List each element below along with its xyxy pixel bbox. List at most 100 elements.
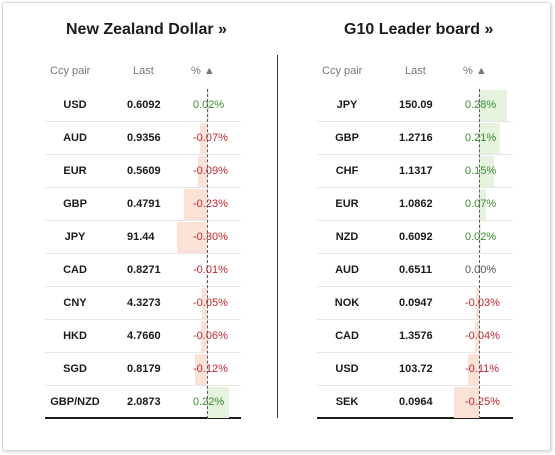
ccy-pair: CHF	[335, 165, 359, 177]
ccy-pair: CNY	[63, 297, 87, 309]
panel-divider	[277, 55, 278, 418]
table-row[interactable]: JPY 150.09 0.28%	[317, 89, 513, 122]
table-row[interactable]: USD 103.72 -0.11%	[317, 353, 513, 386]
ccy-pair: GBP	[63, 198, 87, 210]
header-ccy-pair: Ccy pair	[322, 65, 363, 77]
last-price: 150.09	[399, 99, 433, 111]
ccy-pair: JPY	[64, 231, 86, 243]
ccy-pair: EUR	[335, 198, 359, 210]
table-row[interactable]: CNY 4.3273 -0.05%	[45, 287, 241, 320]
nzd-zero-line	[207, 89, 208, 419]
header-ccy-pair: Ccy pair	[50, 65, 91, 77]
header-last: Last	[133, 65, 154, 77]
ccy-pair: NOK	[334, 297, 360, 309]
pct-change: 0.07%	[465, 198, 497, 210]
last-price: 103.72	[399, 363, 433, 375]
last-price: 4.3273	[127, 297, 161, 309]
last-price: 4.7660	[127, 330, 161, 342]
last-price: 0.4791	[127, 198, 161, 210]
pct-change: 0.21%	[465, 132, 497, 144]
pct-change: -0.07%	[193, 132, 228, 144]
pct-change: -0.12%	[193, 363, 228, 375]
ccy-pair: AUD	[63, 132, 87, 144]
pct-change: -0.30%	[193, 231, 228, 243]
pct-change: 0.22%	[193, 396, 225, 408]
g10-table-body: JPY 150.09 0.28% GBP 1.2716 0.21% CHF 1.1317 0.1…	[317, 89, 513, 419]
change-bar	[454, 387, 479, 418]
ccy-pair: NZD	[335, 231, 359, 243]
nzd-table-body: USD 0.6092 0.02% AUD 0.9356 -0.07% EUR 0.5609 -0…	[45, 89, 241, 419]
table-row[interactable]: EUR 1.0862 0.07%	[317, 188, 513, 221]
last-price: 1.0862	[399, 198, 433, 210]
table-row[interactable]: CAD 1.3576 -0.04%	[317, 320, 513, 353]
table-row[interactable]: CAD 0.8271 -0.01%	[45, 254, 241, 287]
g10-zero-line	[479, 89, 480, 419]
pct-change: -0.04%	[465, 330, 500, 342]
last-price: 0.8271	[127, 264, 161, 276]
change-bar	[184, 189, 207, 220]
pct-change: 0.15%	[465, 165, 497, 177]
header-pct-sort[interactable]: % ▲	[463, 65, 487, 77]
change-bar	[476, 288, 479, 319]
g10-table-header: Ccy pair Last % ▲	[317, 65, 513, 81]
last-price: 0.8179	[127, 363, 161, 375]
last-price: 0.5609	[127, 165, 161, 177]
nzd-panel-title-link[interactable]: New Zealand Dollar »	[66, 21, 227, 38]
change-bar	[479, 222, 481, 253]
table-row[interactable]: SGD 0.8179 -0.12%	[45, 353, 241, 386]
table-row[interactable]: JPY 91.44 -0.30%	[45, 221, 241, 254]
pct-change: -0.05%	[193, 297, 228, 309]
ccy-pair: USD	[63, 99, 87, 111]
table-row[interactable]: GBP 0.4791 -0.23%	[45, 188, 241, 221]
ccy-pair: CAD	[335, 330, 359, 342]
change-bar	[479, 156, 494, 187]
ccy-pair: GBP	[335, 132, 359, 144]
change-bar	[207, 90, 209, 121]
ccy-pair: SEK	[335, 396, 359, 408]
ccy-pair: HKD	[63, 330, 87, 342]
ccy-pair: EUR	[63, 165, 87, 177]
table-row[interactable]: HKD 4.7660 -0.06%	[45, 320, 241, 353]
last-price: 0.6511	[399, 264, 433, 276]
change-bar	[201, 321, 207, 352]
change-bar	[479, 123, 500, 154]
table-row[interactable]: NZD 0.6092 0.02%	[317, 221, 513, 254]
ccy-pair: USD	[335, 363, 359, 375]
table-row[interactable]: AUD 0.9356 -0.07%	[45, 122, 241, 155]
ccy-pair: AUD	[335, 264, 359, 276]
last-price: 2.0873	[127, 396, 161, 408]
last-price: 91.44	[127, 231, 155, 243]
last-price: 0.6092	[127, 99, 161, 111]
last-price: 0.0964	[399, 396, 433, 408]
table-row[interactable]: NOK 0.0947 -0.03%	[317, 287, 513, 320]
table-row[interactable]: AUD 0.6511 0.00%	[317, 254, 513, 287]
pct-change: -0.09%	[193, 165, 228, 177]
change-bar	[198, 156, 207, 187]
change-bar	[479, 189, 486, 220]
table-row[interactable]: GBP/NZD 2.0873 0.22%	[45, 386, 241, 419]
change-bar	[207, 387, 229, 418]
g10-panel-title-link[interactable]: G10 Leader board »	[344, 21, 494, 38]
last-price: 0.0947	[399, 297, 433, 309]
pct-change: 0.00%	[465, 264, 497, 276]
ccy-pair: GBP/NZD	[50, 396, 100, 408]
last-price: 1.1317	[399, 165, 433, 177]
table-row[interactable]: EUR 0.5609 -0.09%	[45, 155, 241, 188]
pct-change: 0.02%	[465, 231, 497, 243]
change-bar	[479, 90, 507, 121]
ccy-pair: SGD	[63, 363, 87, 375]
table-row[interactable]: SEK 0.0964 -0.25%	[317, 386, 513, 419]
pct-change: -0.03%	[465, 297, 500, 309]
change-bar	[202, 288, 207, 319]
table-row[interactable]: GBP 1.2716 0.21%	[317, 122, 513, 155]
pct-change: -0.23%	[193, 198, 228, 210]
change-bar	[195, 354, 207, 385]
change-bar	[177, 222, 207, 253]
table-row[interactable]: USD 0.6092 0.02%	[45, 89, 241, 122]
pct-change: -0.25%	[465, 396, 500, 408]
table-row[interactable]: CHF 1.1317 0.15%	[317, 155, 513, 188]
header-last: Last	[405, 65, 426, 77]
header-pct-sort[interactable]: % ▲	[191, 65, 215, 77]
last-price: 0.6092	[399, 231, 433, 243]
last-price: 1.2716	[399, 132, 433, 144]
